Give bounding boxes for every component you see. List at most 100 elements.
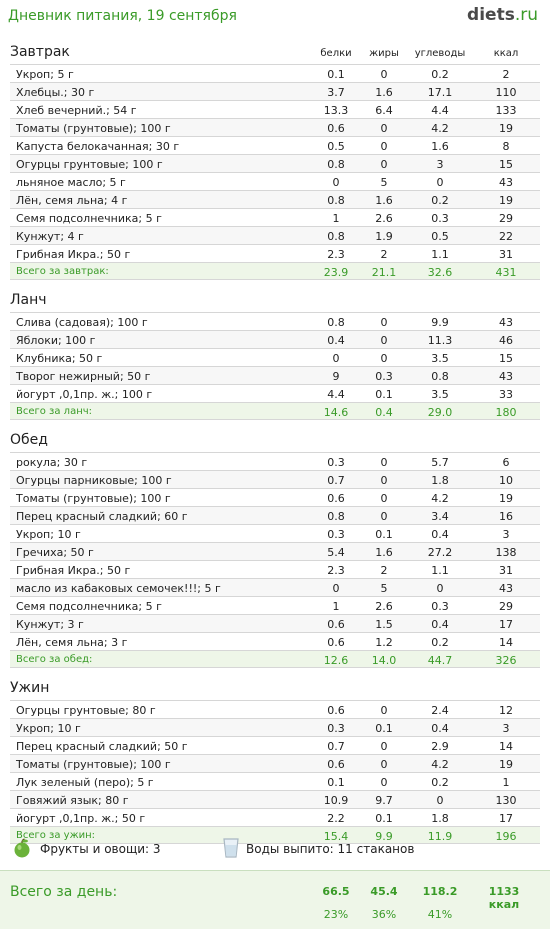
food-kcal: 19: [499, 758, 513, 771]
food-fat: 0: [380, 352, 388, 365]
food-carbs: 4.2: [431, 122, 449, 135]
food-carbs: 3.5: [431, 388, 449, 401]
food-name: Кунжут; 4 г: [16, 230, 84, 243]
food-row[interactable]: Томаты (грунтовые); 100 г 0.6 0 4.2 19: [10, 754, 540, 772]
meal-total-kcal: 196: [495, 830, 517, 843]
food-row[interactable]: йогурт ,0,1пр. ж.; 50 г 2.2 0.1 1.8 17: [10, 808, 540, 826]
food-row[interactable]: льняное масло; 5 г 0 5 0 43: [10, 172, 540, 190]
column-header-protein: белки: [320, 48, 352, 59]
food-protein: 5.4: [327, 546, 345, 559]
food-name: Укроп; 5 г: [16, 68, 74, 81]
food-fat: 0: [380, 740, 388, 753]
food-row[interactable]: Кунжут; 4 г 0.8 1.9 0.5 22: [10, 226, 540, 244]
food-fat: 0.1: [375, 528, 393, 541]
meal-section: Ланч Слива (садовая); 100 г 0.8 0 9.9 43 Яблок…: [10, 292, 540, 420]
food-kcal: 14: [499, 636, 513, 649]
meals-table: Завтрак белки жиры углеводы ккал Укроп; 5 г 0.…: [10, 44, 540, 844]
food-row[interactable]: рокула; 30 г 0.3 0 5.7 6: [10, 452, 540, 470]
food-carbs: 1.1: [431, 248, 449, 261]
page-title: Дневник питания, 19 сентября: [8, 8, 237, 24]
food-carbs: 0.2: [431, 68, 449, 81]
food-row[interactable]: Семя подсолнечника; 5 г 1 2.6 0.3 29: [10, 208, 540, 226]
meal-items: Огурцы грунтовые; 80 г 0.6 0 2.4 12 Укроп; 10…: [10, 700, 540, 826]
meal-total-fat: 14.0: [371, 654, 397, 667]
food-kcal: 14: [499, 740, 513, 753]
water-count: Воды выпито: 11 стаканов: [246, 842, 415, 856]
meal-total-kcal: 431: [495, 266, 517, 279]
food-row[interactable]: Укроп; 5 г 0.1 0 0.2 2: [10, 64, 540, 82]
food-fat: 0: [380, 456, 388, 469]
food-protein: 2.3: [327, 248, 345, 261]
food-row[interactable]: Огурцы грунтовые; 100 г 0.8 0 3 15: [10, 154, 540, 172]
food-carbs: 0.3: [431, 212, 449, 225]
food-row[interactable]: Томаты (грунтовые); 100 г 0.6 0 4.2 19: [10, 488, 540, 506]
food-name: льняное масло; 5 г: [16, 176, 126, 189]
food-fat: 0: [380, 704, 388, 717]
meal-total-protein: 15.4: [323, 830, 349, 843]
meal-title: Обед: [10, 432, 48, 448]
food-name: Лён, семя льна; 3 г: [16, 636, 128, 649]
food-fat: 0.1: [375, 388, 393, 401]
food-kcal: 31: [499, 248, 513, 261]
food-kcal: 29: [499, 212, 513, 225]
food-fat: 2: [380, 248, 388, 261]
meal-spacer: [10, 280, 540, 292]
food-row[interactable]: Кунжут; 3 г 0.6 1.5 0.4 17: [10, 614, 540, 632]
food-row[interactable]: йогурт ,0,1пр. ж.; 100 г 4.4 0.1 3.5 33: [10, 384, 540, 402]
food-row[interactable]: Томаты (грунтовые); 100 г 0.6 0 4.2 19: [10, 118, 540, 136]
food-kcal: 16: [499, 510, 513, 523]
food-row[interactable]: Семя подсолнечника; 5 г 1 2.6 0.3 29: [10, 596, 540, 614]
food-protein: 0.7: [327, 474, 345, 487]
food-row[interactable]: Яблоки; 100 г 0.4 0 11.3 46: [10, 330, 540, 348]
food-row[interactable]: Грибная Икра.; 50 г 2.3 2 1.1 31: [10, 560, 540, 578]
fruits-count: Фрукты и овощи: 3: [40, 842, 161, 856]
food-row[interactable]: Лён, семя льна; 4 г 0.8 1.6 0.2 19: [10, 190, 540, 208]
logo-tld: .ru: [514, 5, 538, 25]
food-name: Укроп; 10 г: [16, 528, 81, 541]
food-protein: 0.6: [327, 636, 345, 649]
food-row[interactable]: Клубника; 50 г 0 0 3.5 15: [10, 348, 540, 366]
food-protein: 0.4: [327, 334, 345, 347]
meal-title: Завтрак: [10, 44, 70, 60]
food-carbs: 1.6: [431, 140, 449, 153]
meal-total-row: Всего за ужин: 15.4 9.9 11.9 196: [10, 826, 540, 844]
food-kcal: 3: [502, 528, 510, 541]
food-row[interactable]: Лук зеленый (перо); 5 г 0.1 0 0.2 1: [10, 772, 540, 790]
food-row[interactable]: Гречиха; 50 г 5.4 1.6 27.2 138: [10, 542, 540, 560]
food-row[interactable]: Хлеб вечерний.; 54 г 13.3 6.4 4.4 133: [10, 100, 540, 118]
food-row[interactable]: Хлебцы.; 30 г 3.7 1.6 17.1 110: [10, 82, 540, 100]
food-protein: 0.8: [327, 158, 345, 171]
food-kcal: 46: [499, 334, 513, 347]
food-row[interactable]: Капуста белокачанная; 30 г 0.5 0 1.6 8: [10, 136, 540, 154]
food-carbs: 0.5: [431, 230, 449, 243]
food-name: Грибная Икра.; 50 г: [16, 564, 131, 577]
site-logo[interactable]: diets.ru: [467, 5, 538, 25]
food-row[interactable]: Слива (садовая); 100 г 0.8 0 9.9 43: [10, 312, 540, 330]
food-row[interactable]: Огурцы парниковые; 100 г 0.7 0 1.8 10: [10, 470, 540, 488]
food-row[interactable]: Огурцы грунтовые; 80 г 0.6 0 2.4 12: [10, 700, 540, 718]
food-name: Капуста белокачанная; 30 г: [16, 140, 180, 153]
food-name: Томаты (грунтовые); 100 г: [16, 758, 171, 771]
food-row[interactable]: Укроп; 10 г 0.3 0.1 0.4 3: [10, 524, 540, 542]
meal-header: Обед: [10, 432, 540, 452]
food-fat: 0.1: [375, 722, 393, 735]
food-name: Семя подсолнечника; 5 г: [16, 600, 162, 613]
food-row[interactable]: Лён, семя льна; 3 г 0.6 1.2 0.2 14: [10, 632, 540, 650]
food-row[interactable]: Перец красный сладкий; 60 г 0.8 0 3.4 16: [10, 506, 540, 524]
food-row[interactable]: Перец красный сладкий; 50 г 0.7 0 2.9 14: [10, 736, 540, 754]
food-row[interactable]: Говяжий язык; 80 г 10.9 9.7 0 130: [10, 790, 540, 808]
glass-icon: [223, 838, 239, 858]
food-kcal: 33: [499, 388, 513, 401]
food-kcal: 138: [495, 546, 517, 559]
food-row[interactable]: Укроп; 10 г 0.3 0.1 0.4 3: [10, 718, 540, 736]
meal-total-carbs: 32.6: [427, 266, 453, 279]
food-protein: 3.7: [327, 86, 345, 99]
food-row[interactable]: Грибная Икра.; 50 г 2.3 2 1.1 31: [10, 244, 540, 262]
food-kcal: 17: [499, 618, 513, 631]
food-carbs: 4.2: [431, 492, 449, 505]
meal-section: Обед рокула; 30 г 0.3 0 5.7 6 Огурцы парниковы…: [10, 432, 540, 668]
food-row[interactable]: Творог нежирный; 50 г 9 0.3 0.8 43: [10, 366, 540, 384]
food-row[interactable]: масло из кабаковых семочек!!!; 5 г 0 5 0 43: [10, 578, 540, 596]
food-kcal: 15: [499, 352, 513, 365]
meal-total-fat: 21.1: [371, 266, 397, 279]
